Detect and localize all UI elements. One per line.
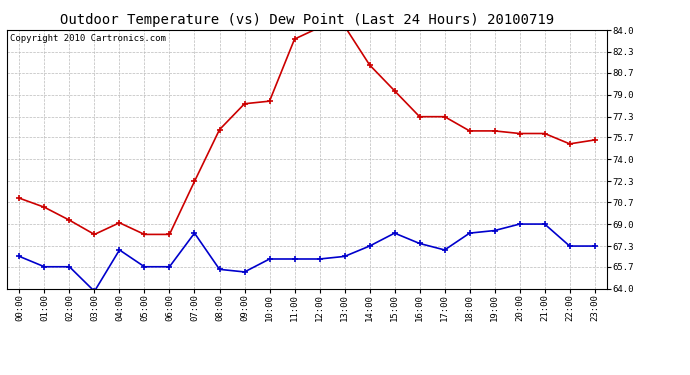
Text: Copyright 2010 Cartronics.com: Copyright 2010 Cartronics.com bbox=[10, 34, 166, 43]
Title: Outdoor Temperature (vs) Dew Point (Last 24 Hours) 20100719: Outdoor Temperature (vs) Dew Point (Last… bbox=[60, 13, 554, 27]
